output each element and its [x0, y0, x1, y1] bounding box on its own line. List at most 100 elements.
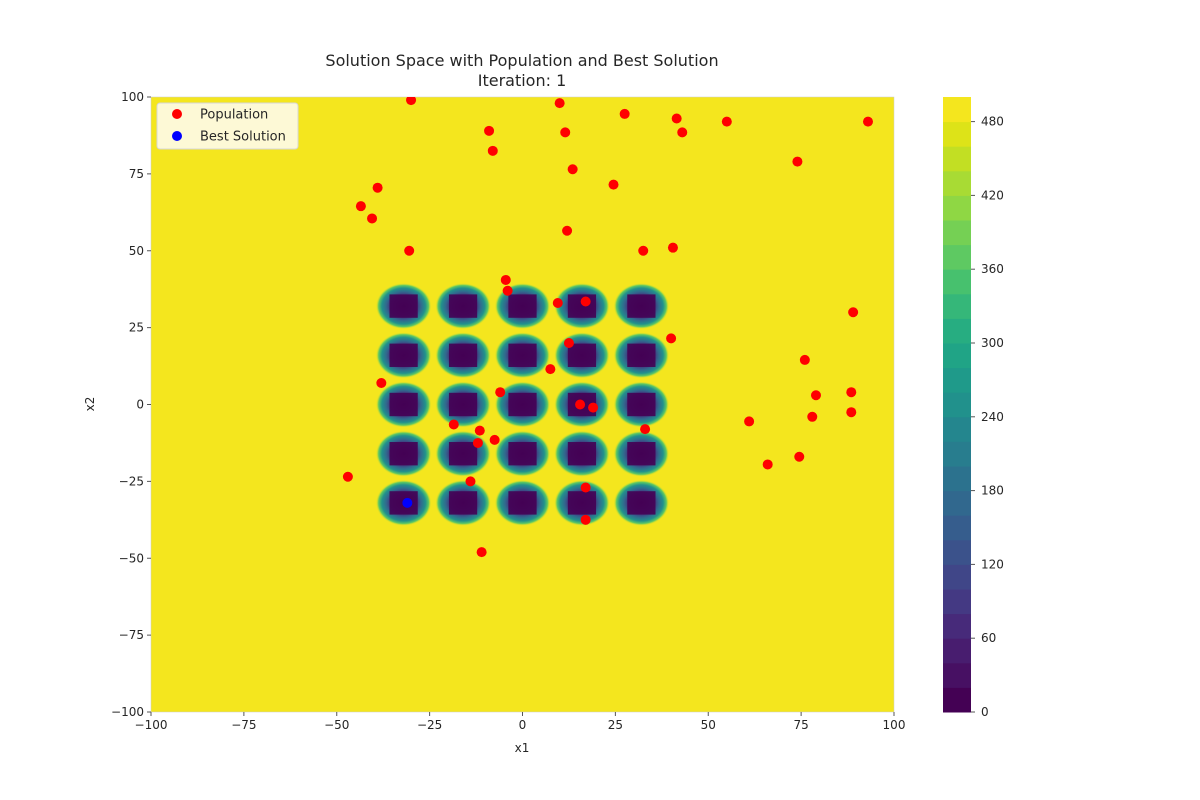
population-point: [489, 434, 500, 445]
colorbar-tick-label: 120: [981, 557, 1004, 571]
contour-well-core: [508, 294, 537, 318]
population-point: [666, 333, 677, 344]
y-tick-label: −25: [119, 474, 144, 488]
x-tick-label: 100: [883, 718, 906, 732]
legend-box: [156, 102, 299, 150]
population-point: [342, 471, 353, 482]
colorbar-band: [943, 269, 971, 295]
population-point: [588, 402, 599, 413]
y-tick-label: 50: [129, 244, 144, 258]
population-point: [848, 307, 859, 318]
population-point: [484, 125, 495, 136]
scatter-points: [342, 97, 873, 558]
colorbar-band: [943, 146, 971, 172]
contour-well-core: [627, 491, 656, 515]
colorbar-band: [943, 490, 971, 516]
population-point: [671, 113, 682, 124]
x-tick-label: 0: [519, 718, 527, 732]
population-point: [448, 419, 459, 430]
colorbar-band: [943, 613, 971, 639]
population-point: [562, 225, 573, 236]
colorbar-bands: [943, 97, 971, 713]
x-axis-label: x1: [515, 741, 530, 755]
population-point: [554, 98, 565, 109]
chart-subtitle: Iteration: 1: [478, 71, 567, 90]
legend: Population Best Solution: [156, 102, 299, 150]
colorbar-band: [943, 589, 971, 615]
x-tick-label: −25: [417, 718, 442, 732]
colorbar: 0 60 120 180 240 300 360 420 480: [943, 97, 1004, 719]
contour-well-core: [627, 343, 656, 367]
contour-well-core: [389, 442, 418, 466]
population-point: [474, 425, 485, 436]
colorbar-band: [943, 539, 971, 565]
population-point: [619, 108, 630, 119]
colorbar-band: [943, 416, 971, 442]
population-point: [580, 296, 591, 307]
colorbar-band: [943, 638, 971, 664]
population-point: [846, 387, 857, 398]
contour-well-core: [567, 491, 597, 515]
population-point: [721, 116, 732, 127]
population-point: [476, 547, 487, 558]
colorbar-tick-label: 480: [981, 115, 1004, 129]
population-point: [846, 407, 857, 418]
population-point: [367, 213, 378, 224]
colorbar-tick-label: 60: [981, 631, 996, 645]
population-point: [608, 179, 619, 190]
contour-well-core: [627, 392, 656, 417]
population-point: [567, 164, 578, 175]
y-tick-label: −50: [119, 551, 144, 565]
y-tick-label: 0: [136, 398, 144, 412]
x-axis-ticks: −100 −75 −50 −25 0 25 50 75 100: [135, 712, 906, 732]
population-point: [862, 116, 873, 127]
colorbar-ticks: 0 60 120 180 240 300 360 420 480: [971, 115, 1004, 719]
population-point: [580, 514, 591, 525]
population-point: [500, 274, 511, 285]
y-axis-label: x2: [83, 397, 97, 412]
population-point: [465, 476, 476, 487]
population-point: [762, 459, 773, 470]
population-point: [495, 387, 506, 398]
population-point: [792, 156, 803, 167]
population-point: [376, 377, 387, 388]
colorbar-band: [943, 293, 971, 319]
colorbar-tick-label: 240: [981, 410, 1004, 424]
colorbar-band: [943, 97, 971, 123]
population-point: [404, 245, 415, 256]
population-point: [563, 338, 574, 348]
population-point: [552, 298, 563, 309]
x-tick-label: −100: [135, 718, 168, 732]
colorbar-band: [943, 170, 971, 196]
colorbar-band: [943, 318, 971, 344]
plot-area: [151, 97, 894, 712]
contour-well-core: [448, 442, 478, 466]
population-point: [472, 437, 483, 448]
population-point: [560, 127, 571, 138]
population-point: [807, 411, 818, 422]
colorbar-band: [943, 466, 971, 492]
best-solution-point: [402, 497, 413, 508]
colorbar-band: [943, 515, 971, 541]
population-point: [638, 245, 649, 256]
colorbar-tick-label: 0: [981, 705, 989, 719]
colorbar-tick-label: 300: [981, 336, 1004, 350]
contour-well-core: [508, 491, 537, 515]
x-tick-label: −75: [231, 718, 256, 732]
x-tick-label: 50: [701, 718, 716, 732]
population-point: [799, 354, 810, 365]
y-tick-label: −75: [119, 628, 144, 642]
contour-well-core: [508, 392, 537, 417]
population-point: [794, 451, 805, 462]
population-point: [487, 145, 498, 156]
contour-well-core: [389, 294, 418, 318]
population-point: [502, 285, 513, 296]
x-tick-label: 25: [608, 718, 623, 732]
contour-well-core: [508, 343, 537, 367]
colorbar-band: [943, 367, 971, 393]
contour-well-core: [567, 442, 597, 466]
colorbar-band: [943, 343, 971, 369]
colorbar-band: [943, 220, 971, 246]
colorbar-tick-label: 360: [981, 262, 1004, 276]
